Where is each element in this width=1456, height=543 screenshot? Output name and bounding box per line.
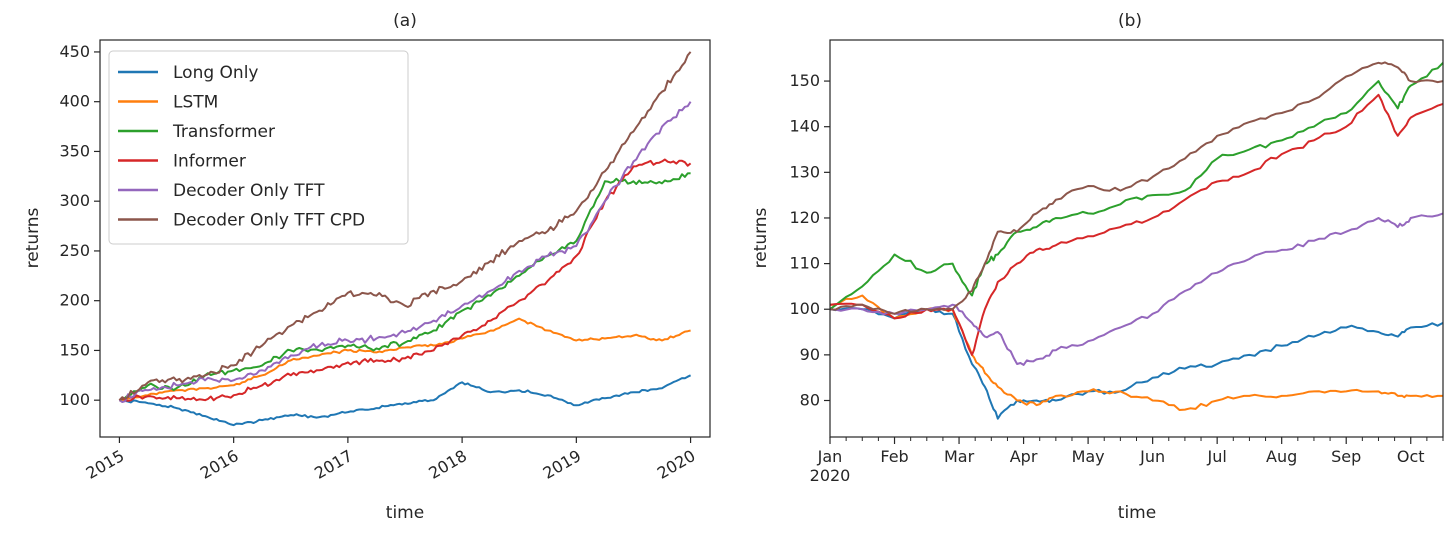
panel-a-y-tick-label: 350 (59, 141, 90, 160)
legend-label-long-only: Long Only (173, 63, 258, 83)
panel-a-legend: Long Only LSTM Transformer Informer Decoder … (108, 50, 409, 245)
panel-a-y-axis-label: returns (23, 207, 43, 268)
panel-a-y-ticks: 100 150 200 250 300 350 400 450 (59, 42, 100, 409)
panel-b-x-tick-label: Feb (880, 447, 908, 466)
panel-b: (b) 80 90 100 110 120 130 140 150 Jan Feb Mar Apr M… (751, 11, 1444, 523)
panel-b-x-tick-label: Jul (1207, 447, 1227, 466)
panel-b-y-tick-label: 140 (789, 117, 820, 136)
panel-a-frame (99, 39, 711, 438)
panel-b-y-axis-label: returns (751, 207, 771, 268)
panel-a-line-decoder-only-tft (118, 101, 692, 403)
legend-box (108, 50, 409, 245)
panel-b-x-tick-label: May (1072, 447, 1105, 466)
panel-a-y-tick-label: 400 (59, 92, 90, 111)
panel-a-series-group (118, 51, 692, 427)
panel-a-line-lstm (119, 317, 691, 402)
panel-b-y-tick-label: 130 (789, 162, 820, 181)
panel-b-y-tick-label: 110 (789, 254, 820, 273)
panel-b-title: (b) (1118, 11, 1142, 31)
panel-b-x-tick-label: Sep (1331, 447, 1361, 466)
panel-b-x-tick-label: Jun (1139, 447, 1165, 466)
panel-b-line-transformer (829, 62, 1444, 311)
panel-a-line-decoder-only-tft-cpd (118, 51, 692, 401)
panel-b-year-label: 2020 (810, 466, 851, 485)
legend-label-decoder-only-tft-cpd: Decoder Only TFT CPD (173, 211, 365, 231)
panel-a-line-long-only (119, 374, 692, 427)
panel-b-x-tick-label: Oct (1397, 447, 1425, 466)
panel-a-y-tick-label: 150 (59, 340, 90, 359)
legend-label-transformer: Transformer (172, 122, 275, 142)
panel-b-line-decoder-only-tft-cpd (829, 61, 1444, 315)
panel-b-x-ticks: Jan Feb Mar Apr May Jun Jul Aug Sep Oct (817, 437, 1444, 466)
panel-a-y-tick-label: 250 (59, 241, 90, 260)
panel-a-y-tick-label: 300 (59, 191, 90, 210)
panel-b-line-long-only (829, 307, 1444, 420)
panel-b-y-tick-label: 80 (800, 390, 820, 409)
panel-a-y-tick-label: 450 (59, 42, 90, 61)
panel-a-line-transformer (119, 172, 691, 402)
panel-b-x-tick-label: Jan (817, 447, 843, 466)
panel-a-x-axis-label: time (386, 503, 424, 523)
panel-b-y-tick-label: 90 (800, 345, 820, 364)
panel-b-line-informer (829, 93, 1444, 356)
panel-b-y-ticks: 80 90 100 110 120 130 140 150 (789, 71, 830, 409)
panel-b-x-tick-label: Apr (1010, 447, 1038, 466)
panel-a-line-informer (118, 158, 692, 402)
panel-a-y-tick-label: 100 (59, 390, 90, 409)
panel-b-y-tick-label: 120 (789, 208, 820, 227)
legend-label-decoder-only-tft: Decoder Only TFT (173, 181, 325, 201)
panel-b-x-tick-label: Aug (1266, 447, 1297, 466)
panel-b-y-tick-label: 150 (789, 71, 820, 90)
legend-label-lstm: LSTM (173, 93, 218, 113)
panel-a-title: (a) (393, 11, 417, 31)
panel-b-x-axis-label: time (1118, 503, 1156, 523)
panel-b-x-tick-label: Mar (944, 447, 975, 466)
panel-a-y-tick-label: 200 (59, 291, 90, 310)
panel-b-y-tick-label: 100 (789, 299, 820, 318)
panel-b-line-decoder-only-tft (829, 212, 1444, 366)
panel-b-series-group (829, 61, 1444, 420)
legend-label-informer: Informer (173, 152, 246, 172)
